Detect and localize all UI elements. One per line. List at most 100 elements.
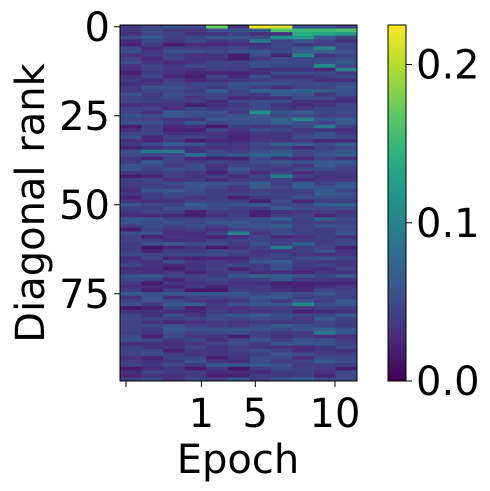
heatmap-cell (184, 149, 207, 154)
heatmap-cell (120, 227, 142, 232)
heatmap-cell (227, 74, 250, 79)
heatmap-cell (184, 352, 207, 357)
heatmap-cell (206, 288, 229, 293)
heatmap-cell (141, 142, 164, 147)
heatmap-cell (184, 67, 207, 72)
heatmap-cell (206, 359, 229, 364)
heatmap-cell (227, 85, 250, 90)
heatmap-cell (184, 103, 207, 108)
heatmap-cell (335, 160, 358, 165)
heatmap-cell (206, 277, 229, 282)
heatmap-cell (163, 149, 186, 154)
heatmap-cell (270, 356, 293, 361)
heatmap-cell (184, 181, 207, 186)
heatmap-cell (292, 227, 315, 232)
heatmap-cell (249, 292, 272, 296)
heatmap-cell (292, 359, 315, 364)
heatmap-cell (184, 252, 207, 257)
heatmap-cell (206, 28, 229, 33)
heatmap-cell (184, 306, 207, 311)
heatmap-cell (292, 274, 315, 279)
heatmap-cell (120, 89, 142, 94)
heatmap-cell (141, 96, 164, 101)
heatmap-cell (313, 160, 336, 165)
heatmap-cell (249, 210, 272, 215)
heatmap-cell (227, 89, 250, 94)
heatmap-cell (292, 203, 315, 207)
heatmap-cell (335, 213, 358, 218)
heatmap-cell (141, 160, 164, 165)
heatmap-cell (184, 259, 207, 264)
heatmap-cell (335, 185, 358, 190)
heatmap-cell (184, 292, 207, 296)
heatmap-cell (206, 67, 229, 72)
heatmap-cell (313, 220, 336, 225)
heatmap-cell (206, 71, 229, 76)
heatmap-cell (292, 345, 315, 350)
heatmap-cell (120, 188, 142, 193)
heatmap-cell (270, 35, 293, 40)
heatmap-cell (141, 345, 164, 350)
heatmap-cell (184, 238, 207, 243)
heatmap-cell (227, 288, 250, 293)
heatmap-cell (313, 35, 336, 40)
heatmap-cell (184, 138, 207, 143)
heatmap-cell (163, 270, 186, 275)
heatmap-cell (141, 121, 164, 126)
heatmap-cell (292, 185, 315, 190)
heatmap-cell (227, 270, 250, 275)
heatmap-cell (270, 256, 293, 261)
heatmap-cell (184, 64, 207, 69)
heatmap-cell (141, 42, 164, 47)
heatmap-cell (206, 114, 229, 118)
heatmap-cell (249, 117, 272, 122)
heatmap-cell (141, 64, 164, 69)
heatmap-cell (184, 96, 207, 101)
heatmap-cell (184, 277, 207, 282)
heatmap-cell (292, 213, 315, 218)
heatmap-cell (270, 195, 293, 200)
heatmap-cell (184, 235, 207, 239)
heatmap-cell (184, 316, 207, 321)
heatmap-cell (292, 85, 315, 90)
heatmap-cell (227, 245, 250, 250)
heatmap-cell (249, 135, 272, 140)
heatmap-cell (227, 64, 250, 69)
heatmap-cell (184, 284, 207, 289)
heatmap-cell (184, 313, 207, 318)
heatmap-cell (120, 373, 142, 378)
heatmap-cell (141, 270, 164, 275)
heatmap-cell (270, 299, 293, 304)
heatmap-cell (249, 341, 272, 346)
heatmap-cell (249, 231, 272, 236)
heatmap-cell (270, 235, 293, 239)
heatmap-cell (141, 334, 164, 339)
heatmap-cell (270, 28, 293, 33)
heatmap-cell (335, 316, 358, 321)
heatmap-cell (120, 302, 142, 307)
heatmap-cell (141, 156, 164, 161)
heatmap-cell (227, 170, 250, 175)
heatmap-cell (184, 327, 207, 332)
heatmap-cell (335, 74, 358, 79)
heatmap-cell (227, 146, 250, 150)
heatmap-cell (120, 324, 142, 328)
heatmap-cell (292, 316, 315, 321)
heatmap-cell (227, 192, 250, 197)
heatmap-cell (270, 71, 293, 76)
heatmap-cell (141, 363, 164, 368)
heatmap-cell (249, 99, 272, 104)
heatmap-cell (184, 135, 207, 140)
heatmap-cell (184, 146, 207, 150)
heatmap-cell (184, 185, 207, 190)
heatmap-cell (141, 256, 164, 261)
heatmap-cell (184, 231, 207, 236)
heatmap-cell (206, 85, 229, 90)
heatmap-cell (227, 110, 250, 115)
heatmap-cell (206, 203, 229, 207)
heatmap-cell (249, 345, 272, 350)
heatmap-cell (141, 220, 164, 225)
heatmap-cell (313, 242, 336, 247)
heatmap-cell (292, 160, 315, 165)
heatmap-cell (227, 227, 250, 232)
